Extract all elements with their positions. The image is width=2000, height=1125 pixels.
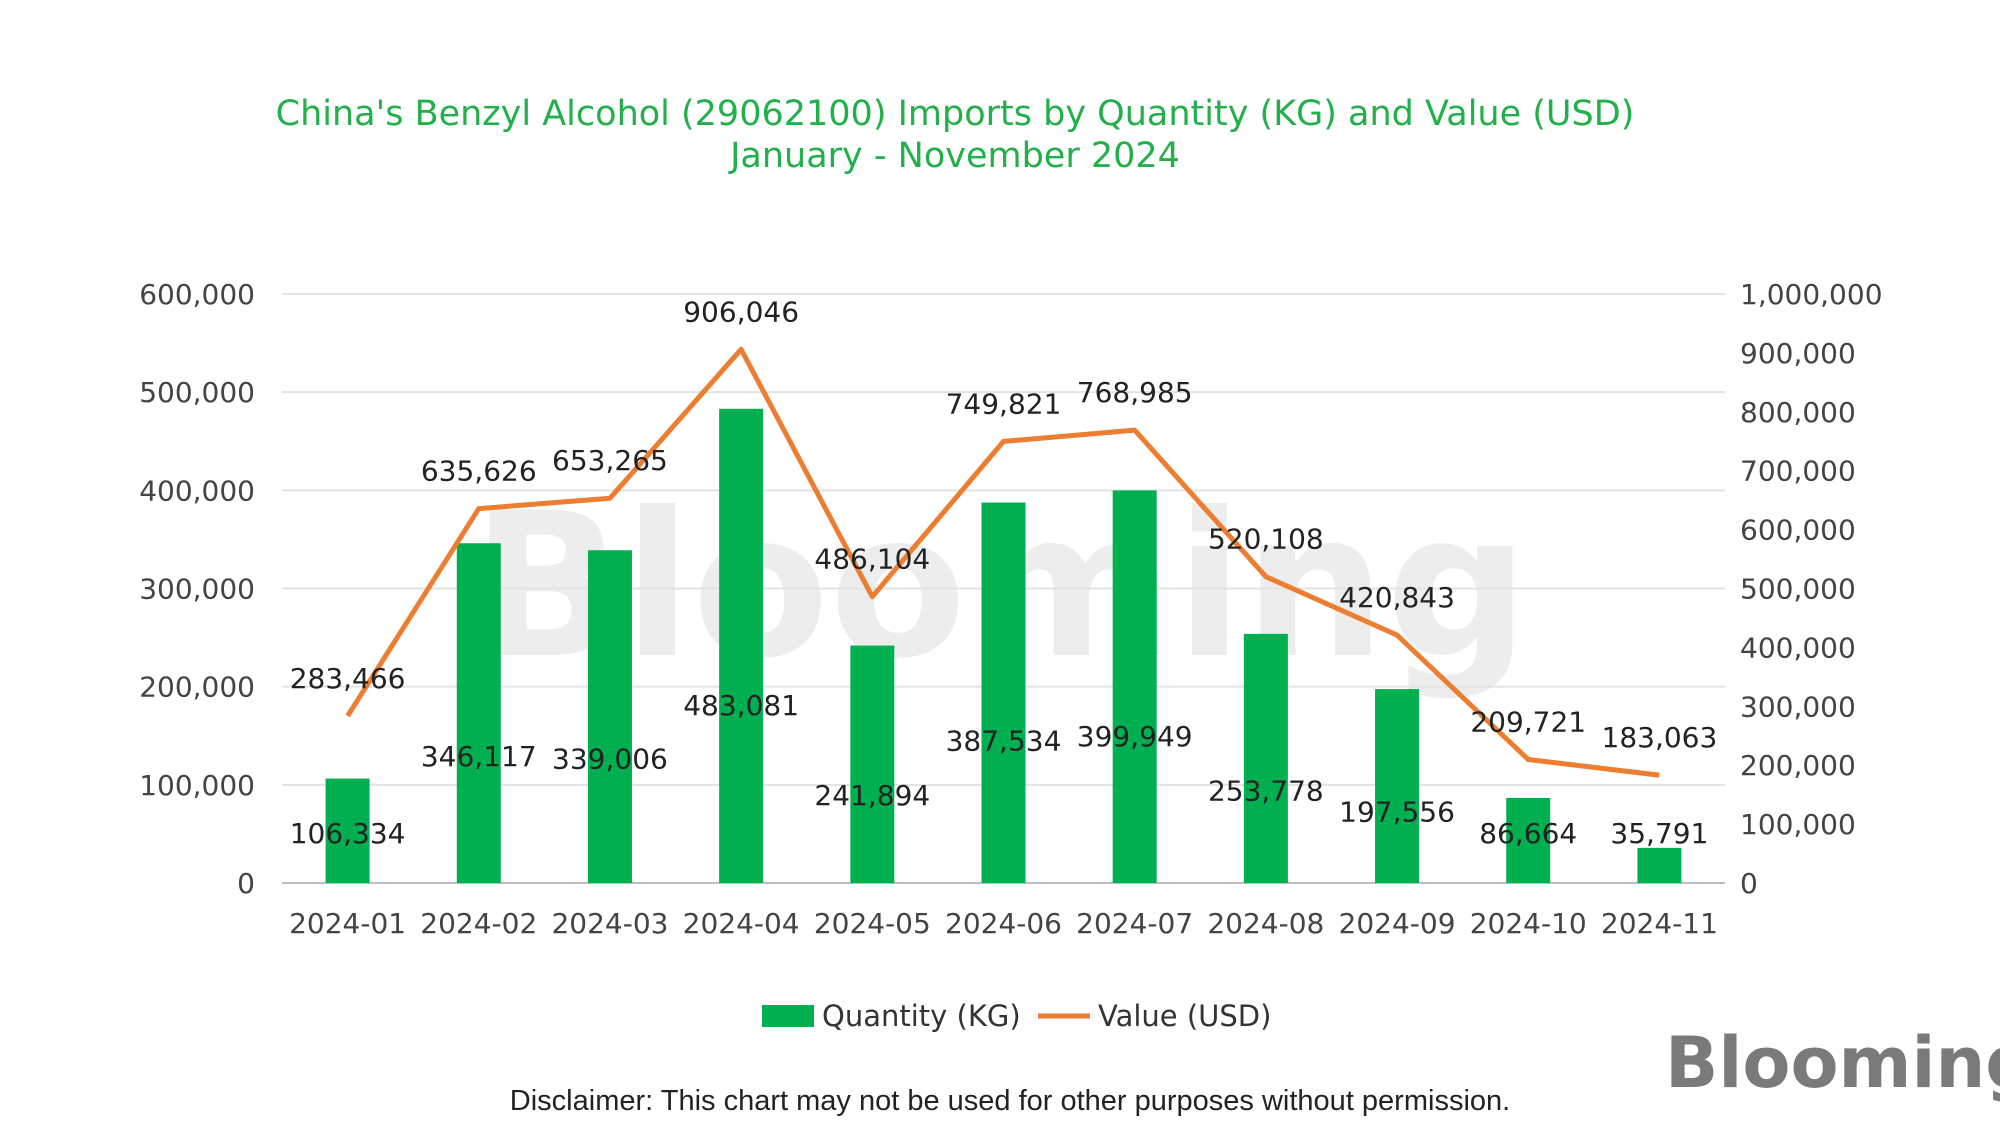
left-axis-tick: 0 (237, 867, 255, 900)
quantity-label-2024-05: 241,894 (814, 779, 930, 812)
left-axis-tick: 200,000 (139, 671, 255, 704)
x-tick-2024-08: 2024-08 (1207, 907, 1324, 940)
value-label-2024-06: 749,821 (946, 387, 1062, 420)
left-axis-tick: 500,000 (139, 376, 255, 409)
left-axis-tick: 300,000 (139, 573, 255, 606)
value-line (345, 346, 1660, 778)
value-line-path (345, 346, 1660, 778)
right-axis: 0 100,000 200,000 300,000 400,000 500,000 600,… (1740, 278, 1883, 900)
quantity-label-2024-11: 35,791 (1610, 817, 1708, 850)
bar-2024-01 (325, 778, 370, 883)
x-tick-2024-03: 2024-03 (551, 907, 668, 940)
quantity-label-2024-07: 399,949 (1077, 720, 1193, 753)
x-tick-2024-05: 2024-05 (814, 907, 931, 940)
left-axis-tick: 100,000 (139, 769, 255, 802)
bar-2024-11 (1637, 847, 1682, 883)
x-axis-ticks: 2024-01 2024-02 2024-03 2024-04 2024-05 2024-… (289, 907, 1718, 940)
quantity-label-2024-10: 86,664 (1479, 817, 1577, 850)
quantity-label-2024-06: 387,534 (946, 724, 1062, 757)
value-label-2024-03: 653,265 (552, 444, 668, 477)
x-tick-2024-01: 2024-01 (289, 907, 406, 940)
data-labels: 106,334 346,117 339,006 483,081 241,894 387,5… (290, 295, 1718, 850)
bar-2024-03 (587, 550, 632, 883)
x-tick-2024-09: 2024-09 (1339, 907, 1456, 940)
quantity-label-2024-03: 339,006 (552, 743, 668, 776)
value-label-2024-09: 420,843 (1339, 581, 1455, 614)
x-tick-2024-06: 2024-06 (945, 907, 1062, 940)
quantity-label-2024-01: 106,334 (290, 817, 406, 850)
bar-2024-06 (981, 502, 1026, 883)
value-label-2024-01: 283,466 (290, 662, 406, 695)
left-axis-tick: 400,000 (139, 474, 255, 507)
right-axis-tick: 400,000 (1740, 631, 1856, 664)
bar-2024-08 (1243, 633, 1288, 883)
left-axis-tick: 600,000 (139, 278, 255, 311)
right-axis-tick: 700,000 (1740, 455, 1856, 488)
right-axis-tick: 600,000 (1740, 514, 1856, 547)
value-label-2024-05: 486,104 (814, 543, 930, 576)
legend: Quantity (KG) Value (USD) (762, 999, 1271, 1033)
bar-2024-05 (850, 645, 895, 883)
right-axis-tick: 200,000 (1740, 749, 1856, 782)
chart-title: China's Benzyl Alcohol (29062100) Import… (276, 94, 1635, 134)
x-tick-2024-11: 2024-11 (1601, 907, 1718, 940)
blooming-logo: Blooming (1665, 1022, 2000, 1104)
x-tick-2024-02: 2024-02 (420, 907, 537, 940)
x-tick-2024-04: 2024-04 (683, 907, 800, 940)
bar-2024-10 (1506, 797, 1551, 883)
value-label-2024-10: 209,721 (1470, 705, 1586, 738)
quantity-bars (325, 408, 1682, 883)
value-label-2024-07: 768,985 (1077, 376, 1193, 409)
right-axis-tick: 1,000,000 (1740, 278, 1883, 311)
bar-2024-09 (1375, 689, 1420, 883)
bar-2024-04 (719, 408, 764, 883)
right-axis-tick: 800,000 (1740, 396, 1856, 429)
legend-value-label: Value (USD) (1098, 999, 1271, 1033)
right-axis-tick: 300,000 (1740, 690, 1856, 723)
x-tick-2024-07: 2024-07 (1076, 907, 1193, 940)
right-axis-tick: 900,000 (1740, 337, 1856, 370)
x-tick-2024-10: 2024-10 (1470, 907, 1587, 940)
legend-quantity-label: Quantity (KG) (822, 999, 1021, 1033)
quantity-label-2024-02: 346,117 (421, 740, 537, 773)
quantity-label-2024-04: 483,081 (683, 689, 799, 722)
quantity-label-2024-08: 253,778 (1208, 774, 1324, 807)
disclaimer: Disclaimer: This chart may not be used f… (510, 1085, 1510, 1117)
chart-subtitle: January - November 2024 (728, 136, 1180, 176)
bar-2024-07 (1112, 490, 1157, 883)
value-label-2024-08: 520,108 (1208, 523, 1324, 556)
left-axis: 0 100,000 200,000 300,000 400,000 500,000 600,… (139, 278, 255, 900)
legend-quantity-swatch (762, 1005, 814, 1027)
value-label-2024-02: 635,626 (421, 455, 537, 488)
right-axis-tick: 0 (1740, 867, 1758, 900)
value-label-2024-04: 906,046 (683, 295, 799, 328)
right-axis-tick: 100,000 (1740, 808, 1856, 841)
quantity-label-2024-09: 197,556 (1339, 795, 1455, 828)
right-axis-tick: 500,000 (1740, 573, 1856, 606)
bar-2024-02 (456, 543, 501, 883)
value-label-2024-11: 183,063 (1602, 721, 1718, 754)
